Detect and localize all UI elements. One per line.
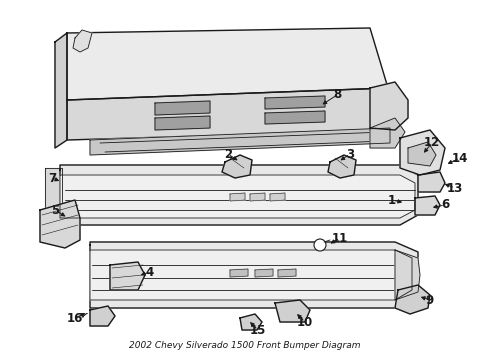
Text: 5: 5 [51,203,59,216]
Polygon shape [369,82,407,130]
Polygon shape [417,172,444,192]
Text: 4: 4 [145,266,154,279]
Text: 2: 2 [224,148,232,161]
Polygon shape [155,101,209,115]
Text: 6: 6 [440,198,448,211]
Polygon shape [90,242,417,308]
Polygon shape [90,306,115,326]
Polygon shape [274,300,309,322]
Polygon shape [60,165,417,225]
Text: 7: 7 [48,171,56,184]
Polygon shape [407,142,435,166]
Polygon shape [249,193,264,201]
Polygon shape [240,314,262,330]
Polygon shape [264,111,325,124]
Text: 3: 3 [345,148,353,161]
Polygon shape [222,155,251,178]
Text: 11: 11 [331,231,347,244]
Polygon shape [67,28,387,100]
Polygon shape [264,96,325,109]
Polygon shape [229,269,247,277]
Text: 8: 8 [332,89,341,102]
Polygon shape [90,128,389,155]
Polygon shape [60,175,414,218]
Polygon shape [40,200,80,248]
Text: 2002 Chevy Silverado 1500 Front Bumper Diagram: 2002 Chevy Silverado 1500 Front Bumper D… [128,341,360,350]
Circle shape [313,239,325,251]
Polygon shape [278,269,295,277]
Polygon shape [414,196,439,215]
Polygon shape [90,250,411,300]
Polygon shape [394,250,419,300]
Polygon shape [155,116,209,130]
Polygon shape [399,130,444,175]
Polygon shape [45,168,62,222]
Polygon shape [229,193,244,201]
Polygon shape [369,118,404,148]
Polygon shape [254,269,272,277]
Text: 1: 1 [387,194,395,207]
Polygon shape [394,285,429,314]
Polygon shape [67,88,394,140]
Text: 13: 13 [446,181,462,194]
Text: 15: 15 [249,324,265,337]
Polygon shape [55,33,67,148]
Text: 10: 10 [296,315,312,328]
Text: 9: 9 [425,293,433,306]
Polygon shape [327,155,355,178]
Polygon shape [73,30,92,52]
Text: 12: 12 [423,136,439,149]
Polygon shape [269,193,285,201]
Text: 16: 16 [67,311,83,324]
Text: 14: 14 [451,152,467,165]
Polygon shape [110,262,145,290]
